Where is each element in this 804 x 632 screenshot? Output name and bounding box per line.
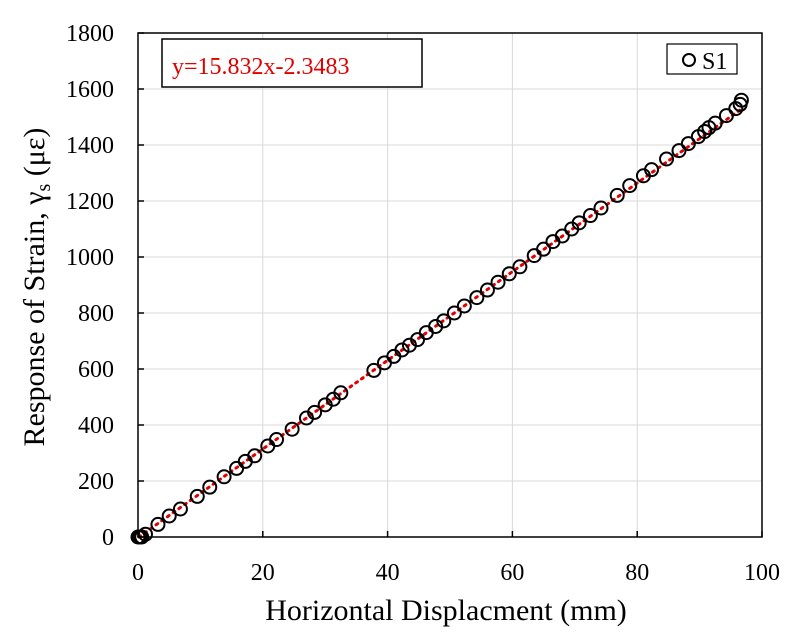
equation-label: y=15.832x-2.3483 [172, 54, 350, 80]
data-point [554, 228, 570, 244]
data-point [366, 362, 382, 378]
data-point [512, 259, 528, 275]
data-point [582, 208, 598, 224]
y-tick-label-9: 1800 [66, 21, 114, 47]
data-point [469, 290, 485, 306]
y-tick-label-4: 800 [78, 301, 114, 327]
x-tick-label-3: 60 [500, 560, 524, 586]
data-point [446, 305, 462, 321]
data-point [202, 479, 218, 495]
legend-marker-circle [682, 53, 696, 67]
y-axis-title: Response of Strain, γs (με) [18, 128, 55, 447]
data-point [394, 342, 410, 358]
grid-lines [137, 32, 763, 538]
y-tick-label-7: 1400 [66, 133, 114, 159]
y-tick-label-5: 1000 [66, 245, 114, 271]
data-point [733, 92, 749, 108]
data-point [659, 151, 675, 167]
data-point [172, 501, 188, 517]
y-axis-title-subscript: s [33, 184, 55, 192]
plot-area-border [137, 32, 763, 538]
x-tick-label-2: 40 [376, 560, 400, 586]
x-tick-label-1: 20 [251, 560, 275, 586]
data-point [644, 162, 660, 178]
data-point [161, 508, 177, 524]
x-tick-labels: 0 20 40 60 80 100 [132, 560, 780, 586]
legend: S1 [666, 43, 738, 75]
data-point [307, 404, 323, 420]
data-point [593, 200, 609, 216]
data-point [490, 274, 506, 290]
data-point [333, 385, 349, 401]
y-tick-label-8: 1600 [66, 77, 114, 103]
plot-frame [137, 32, 763, 538]
x-axis-title: Horizontal Displacment (mm) [265, 594, 627, 627]
data-point [284, 421, 300, 437]
x-tick-label-4: 80 [625, 560, 649, 586]
data-points-s1 [130, 92, 749, 545]
data-point [609, 187, 625, 203]
data-point [150, 516, 166, 532]
data-point [269, 432, 285, 448]
legend-label-s1: S1 [702, 49, 727, 75]
data-point [456, 298, 472, 314]
data-point [247, 448, 263, 464]
data-point [571, 215, 587, 231]
data-point [137, 526, 153, 542]
data-point [501, 266, 517, 282]
data-point [671, 143, 687, 159]
data-point [718, 108, 734, 124]
y-tick-label-6: 1200 [66, 189, 114, 215]
data-point [189, 488, 205, 504]
y-axis-title-unit: (με) [18, 128, 51, 184]
data-point [479, 282, 495, 298]
y-tick-label-3: 600 [78, 357, 114, 383]
y-tick-label-0: 0 [102, 525, 114, 551]
data-point [536, 241, 552, 257]
y-tick-label-2: 400 [78, 413, 114, 439]
x-tick-label-0: 0 [132, 560, 144, 586]
y-tick-label-1: 200 [78, 469, 114, 495]
data-point [436, 313, 452, 329]
y-axis-title-main: Response of Strain, γ [18, 192, 51, 447]
data-point [697, 124, 713, 140]
data-point [707, 115, 723, 131]
equation-box: y=15.832x-2.3483 [161, 38, 423, 88]
x-tick-label-5: 100 [744, 560, 780, 586]
data-point [680, 136, 696, 152]
data-point [216, 469, 232, 485]
data-point [622, 178, 638, 194]
y-tick-labels: 0 200 400 600 800 1000 1200 1400 1600 1800 [66, 21, 114, 551]
